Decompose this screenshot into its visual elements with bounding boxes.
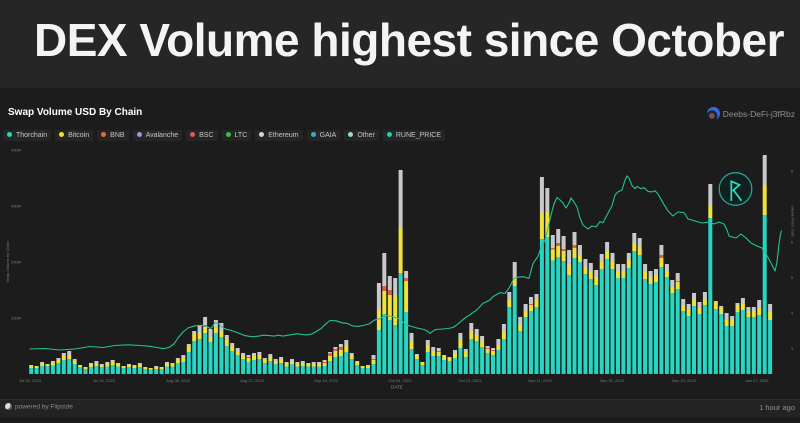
svg-text:4: 4 [791, 311, 794, 316]
svg-text:Oct 23, 2023: Oct 23, 2023 [459, 378, 483, 383]
svg-text:300M: 300M [11, 204, 21, 209]
svg-text:200M: 200M [11, 260, 21, 265]
svg-text:100M: 100M [11, 316, 21, 321]
svg-text:Rune Price USD: Rune Price USD [791, 207, 796, 236]
svg-text:Aug 08, 2023: Aug 08, 2023 [166, 378, 191, 383]
svg-text:Swap Volume by Chain: Swap Volume by Chain [5, 241, 10, 282]
svg-text:Jan 07, 2024: Jan 07, 2024 [745, 378, 769, 383]
svg-text:400M: 400M [11, 148, 21, 153]
svg-text:Jul 02, 2023: Jul 02, 2023 [19, 378, 42, 383]
svg-text:Aug 27, 2023: Aug 27, 2023 [240, 378, 265, 383]
svg-text:DATE: DATE [391, 385, 403, 390]
svg-text:Sep 15, 2023: Sep 15, 2023 [314, 378, 339, 383]
svg-text:6: 6 [791, 240, 794, 245]
svg-text:5: 5 [791, 275, 794, 280]
svg-text:Jul 20, 2023: Jul 20, 2023 [93, 378, 116, 383]
svg-text:Oct 04, 2023: Oct 04, 2023 [389, 378, 413, 383]
svg-text:Nov 30, 2023: Nov 30, 2023 [600, 378, 625, 383]
svg-text:3: 3 [791, 346, 794, 351]
svg-text:Nov 11, 2023: Nov 11, 2023 [528, 378, 552, 383]
svg-text:Dec 19, 2023: Dec 19, 2023 [672, 378, 697, 383]
svg-text:7: 7 [791, 204, 794, 209]
svg-text:8: 8 [791, 169, 794, 174]
